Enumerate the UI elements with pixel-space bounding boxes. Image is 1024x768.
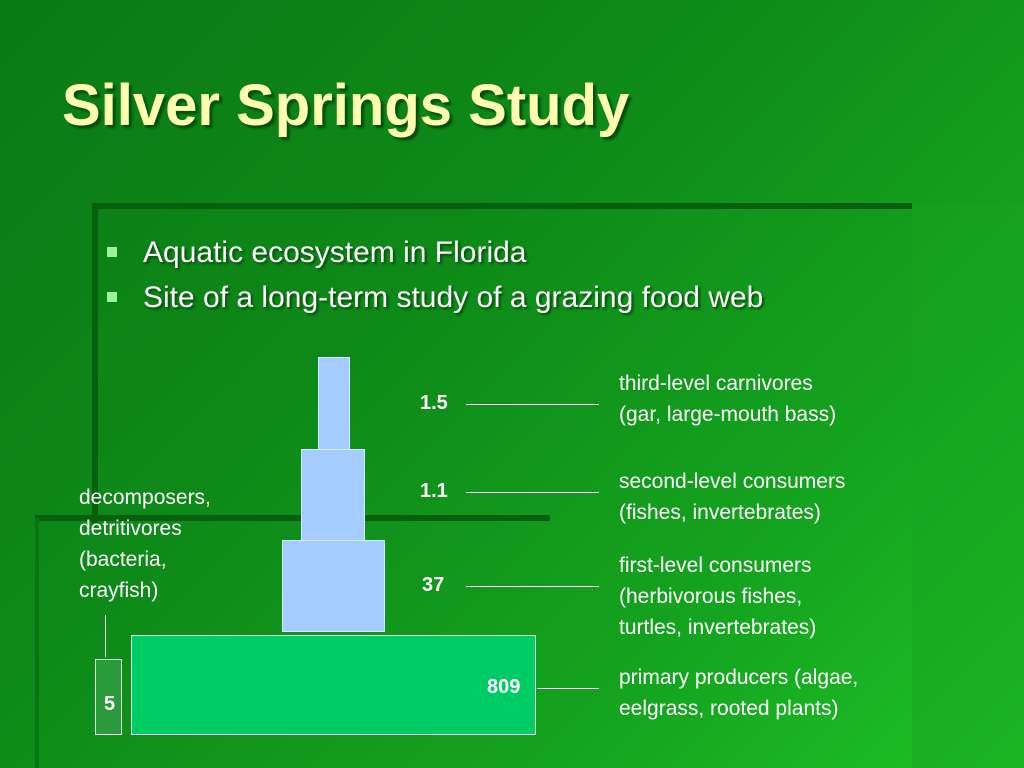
bullet-list: Aquatic ecosystem in Florida Site of a l… <box>105 236 763 326</box>
value-third-level: 1.5 <box>420 392 448 414</box>
pyramid-tier-first-level <box>282 540 385 632</box>
pyramid-tier-producers <box>131 635 536 735</box>
label-producers: primary producers (algae, eelgrass, root… <box>619 662 858 724</box>
label-first-level: first-level consumers (herbivorous fishe… <box>619 550 816 643</box>
label-line: (fishes, invertebrates) <box>619 501 821 524</box>
leader-line-first-level <box>466 586 599 587</box>
decorative-line-lower-left <box>35 518 39 768</box>
decorative-line-middle <box>35 515 550 521</box>
label-line: primary producers (algae, <box>619 666 859 689</box>
label-line: crayfish) <box>79 579 159 602</box>
bullet-text: Site of a long-term study of a grazing f… <box>143 281 764 314</box>
bullet-item: Aquatic ecosystem in Florida <box>105 236 763 281</box>
label-line: (bacteria, <box>79 548 167 571</box>
decorative-panel <box>912 205 1024 768</box>
label-line: second-level consumers <box>619 470 846 493</box>
square-bullet-icon <box>107 292 117 302</box>
bullet-item: Site of a long-term study of a grazing f… <box>105 281 763 326</box>
pyramid-tier-third-level <box>318 357 350 450</box>
label-line: detritivores <box>79 517 182 540</box>
label-line: first-level consumers <box>619 554 812 577</box>
label-line: (herbivorous fishes, <box>619 585 803 608</box>
value-first-level: 37 <box>422 574 445 596</box>
pyramid-tier-decomposers <box>95 659 122 735</box>
decorative-line-top <box>92 203 912 209</box>
value-second-level: 1.1 <box>420 480 448 502</box>
value-decomposers: 5 <box>104 693 116 715</box>
label-line: third-level carnivores <box>619 372 813 395</box>
label-third-level: third-level carnivores (gar, large-mouth… <box>619 368 836 430</box>
decorative-line-left <box>92 203 98 523</box>
label-second-level: second-level consumers (fishes, inverteb… <box>619 466 845 528</box>
label-line: (gar, large-mouth bass) <box>619 403 837 426</box>
bullet-text: Aquatic ecosystem in Florida <box>143 236 527 269</box>
label-line: decomposers, <box>79 486 211 509</box>
leader-line-decomposers <box>105 615 106 657</box>
pyramid-tier-second-level <box>301 449 365 541</box>
value-producers: 809 <box>487 676 521 698</box>
leader-line-second-level <box>466 492 599 493</box>
label-decomposers: decomposers, detritivores (bacteria, cra… <box>79 482 211 606</box>
label-line: turtles, invertebrates) <box>619 616 817 639</box>
slide-title: Silver Springs Study <box>62 73 630 138</box>
leader-line-third-level <box>466 404 599 405</box>
square-bullet-icon <box>107 247 117 257</box>
leader-line-producers <box>537 688 599 689</box>
label-line: eelgrass, rooted plants) <box>619 697 839 720</box>
